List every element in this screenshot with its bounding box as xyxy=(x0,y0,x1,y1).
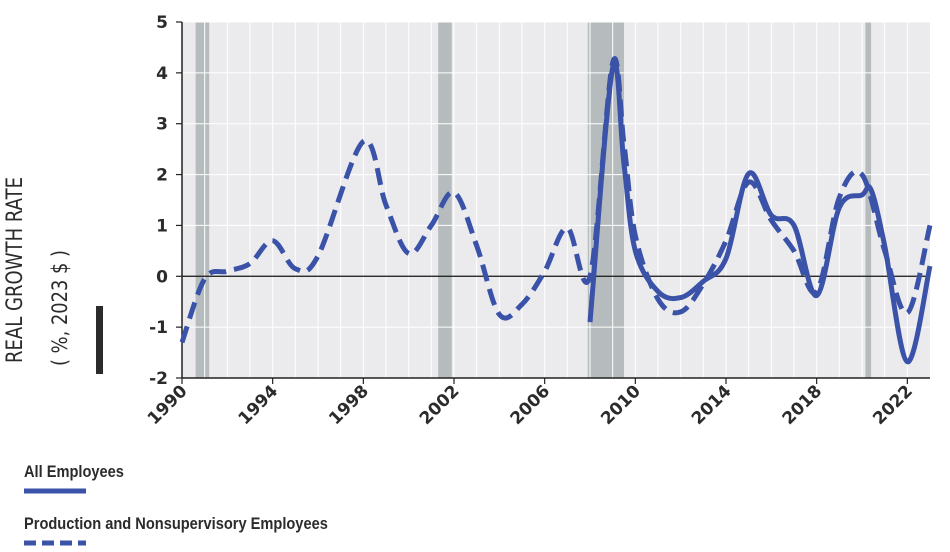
x-tick-label: 2018 xyxy=(779,381,827,429)
legend-label: All Employees xyxy=(24,462,124,481)
x-tick-label: 2002 xyxy=(416,381,464,429)
y-axis-label: REAL GROWTH RATE xyxy=(1,177,27,363)
x-tick-label: 2006 xyxy=(507,381,555,429)
y-tick-label: -2 xyxy=(149,369,168,389)
y-axis-title: REAL GROWTH RATE xyxy=(1,177,27,363)
y-tick-label: 5 xyxy=(156,13,168,33)
recession-band xyxy=(865,22,872,378)
y-tick-label: 1 xyxy=(156,216,168,236)
x-tick-label: 2022 xyxy=(869,381,917,429)
plot-background xyxy=(182,22,930,378)
y-tick-labels: 5 4 3 2 1 0 -1 -2 xyxy=(149,13,182,389)
legend-swatch-solid xyxy=(24,488,86,494)
x-tick-labels: 1990 1994 1998 2002 2006 2010 2014 2018 2022 xyxy=(144,378,917,429)
y-tick-label: -1 xyxy=(149,318,168,338)
y-axis-marker-bar xyxy=(96,306,103,374)
y-tick-label: 0 xyxy=(156,267,168,287)
legend-item-production-nonsupervisory: Production and Nonsupervisory Employees xyxy=(24,514,377,552)
y-axis-subtitle: ( %, 2023 $ ) xyxy=(48,250,73,366)
recession-band xyxy=(195,22,210,378)
legend-label: Production and Nonsupervisory Employees xyxy=(24,514,328,533)
x-tick-label: 1994 xyxy=(235,381,283,429)
x-tick-label: 2014 xyxy=(688,381,736,429)
legend-item-all-employees: All Employees xyxy=(24,462,377,500)
legend: All Employees Production and Nonsupervis… xyxy=(24,462,377,552)
y-tick-label: 3 xyxy=(156,115,168,135)
x-tick-label: 2010 xyxy=(597,381,645,429)
y-tick-label: 2 xyxy=(156,166,168,186)
legend-swatch-dashed xyxy=(24,540,86,546)
y-axis-units: ( %, 2023 $ ) xyxy=(48,250,73,366)
series-line-all-employees xyxy=(587,60,933,365)
series-lines xyxy=(179,56,933,365)
x-tick-label: 1998 xyxy=(325,381,373,429)
y-tick-label: 4 xyxy=(156,64,168,84)
